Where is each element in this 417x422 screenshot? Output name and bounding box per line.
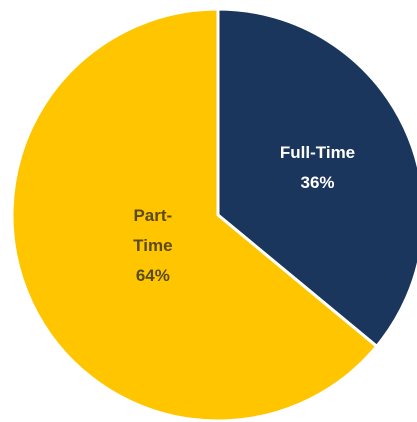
slice-label: Part-Time 64% bbox=[123, 201, 183, 291]
value-label: 36% bbox=[300, 173, 335, 193]
pie-slice bbox=[10, 7, 379, 422]
pie-slice bbox=[216, 7, 417, 349]
value-label: 64% bbox=[135, 265, 170, 285]
category-label: Full-Time bbox=[279, 143, 356, 163]
slice-label: Full-Time 36% bbox=[258, 138, 378, 198]
category-label: Part-Time bbox=[133, 205, 173, 255]
